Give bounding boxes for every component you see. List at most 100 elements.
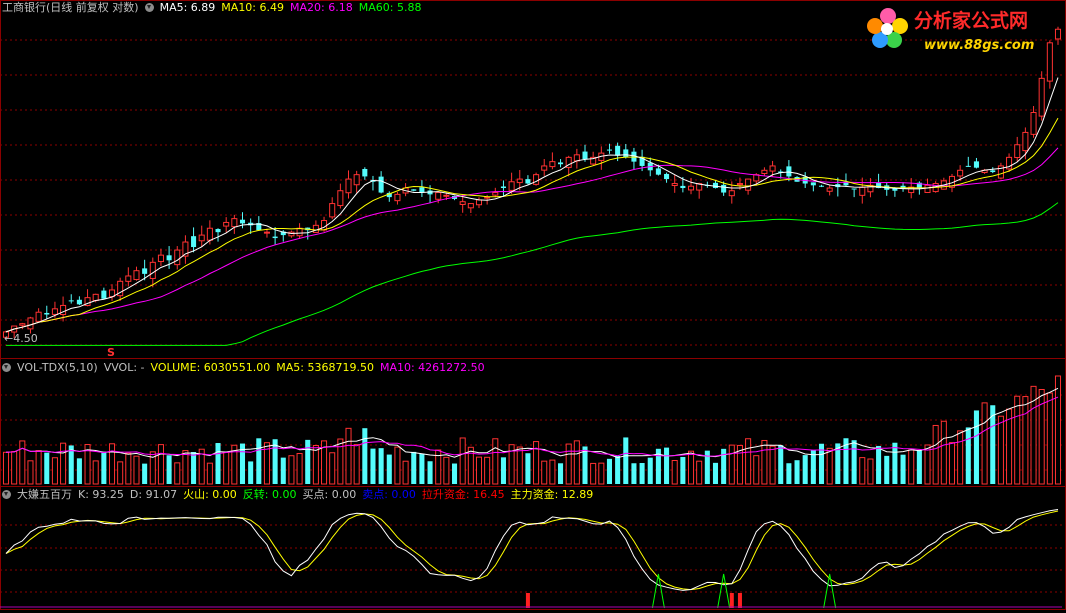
volume-bar-down xyxy=(712,462,719,484)
candle-up xyxy=(27,317,34,330)
legend-label: K: 93.25 xyxy=(78,488,124,501)
volume-bar-up xyxy=(997,415,1004,485)
chevron-down-icon[interactable] xyxy=(2,490,11,499)
candle-down xyxy=(851,188,857,190)
volume-bar-up xyxy=(125,452,132,485)
volume-bar-up xyxy=(859,457,866,485)
volume-bar-up xyxy=(11,451,18,485)
candle-up xyxy=(516,178,523,184)
candle-down xyxy=(712,182,719,189)
indicator-title[interactable]: 大嫌五百万 xyxy=(17,488,72,501)
volume-bar-up xyxy=(174,462,181,485)
candle-up xyxy=(671,183,678,186)
chevron-down-icon[interactable] xyxy=(2,363,11,372)
volume-bar-down xyxy=(900,454,906,484)
volume-bar-up xyxy=(231,444,238,485)
reversal-signal xyxy=(651,573,665,609)
legend-label: 火山: 0.00 xyxy=(183,488,237,501)
volume-bar-down xyxy=(835,443,841,484)
candle-down xyxy=(378,176,384,193)
volume-bar-down xyxy=(411,451,417,484)
volume-bar-up xyxy=(736,444,743,485)
volume-bar-down xyxy=(851,440,857,484)
volume-bar-down xyxy=(721,448,727,484)
candle-down xyxy=(990,170,996,173)
volume-bar-up xyxy=(728,444,735,485)
candle-up xyxy=(312,224,319,233)
volume-bar-down xyxy=(884,455,890,484)
candle-up xyxy=(125,275,132,282)
candle-up xyxy=(157,254,164,263)
volume-title[interactable]: VOL-TDX(5,10) xyxy=(17,361,98,374)
main-panel-header: 工商银行(日线 前复权 对数) MA5: 6.89 MA10: 6.49 MA20: … xyxy=(2,0,433,16)
volume-bar-up xyxy=(1054,375,1062,485)
volume-bar-down xyxy=(386,454,392,484)
volume-bar-up xyxy=(345,427,352,485)
legend-label: 反转: 0.00 xyxy=(242,488,297,501)
volume-bar-down xyxy=(166,455,172,484)
candle-up xyxy=(924,184,931,193)
volume-bar-up xyxy=(19,440,26,485)
candle-up xyxy=(296,227,303,237)
volume-bar-up xyxy=(296,452,303,485)
volume-bar-up xyxy=(92,460,99,485)
candle-up xyxy=(826,187,833,192)
candle-down xyxy=(655,168,661,175)
candle-up xyxy=(19,323,26,326)
logo-url: www.88gs.com xyxy=(924,38,1034,53)
volume-bar-up xyxy=(573,440,580,485)
candle-down xyxy=(623,149,629,158)
volume-bar-down xyxy=(615,455,621,484)
ma60-line xyxy=(6,202,1059,346)
volume-bar-up xyxy=(687,450,695,485)
volume-bar-up xyxy=(1014,395,1021,485)
volume-panel-header: VOL-TDX(5,10) VVOL: - VOLUME: 6030551.00 MA… xyxy=(2,360,497,376)
volume-bar-down xyxy=(639,463,645,484)
candle-up xyxy=(1038,77,1045,117)
volume-bar-up xyxy=(1038,389,1045,485)
volume-bar-down xyxy=(272,439,278,484)
volume-bar-up xyxy=(924,444,931,485)
candle-up xyxy=(60,304,67,316)
volume-bar-down xyxy=(973,410,979,484)
volume-bar-down xyxy=(558,463,564,484)
volume-bar-down xyxy=(606,458,613,484)
ma-legend: MA5: 6.89 MA10: 6.49 MA20: 6.18 MA60: 5.88 xyxy=(160,1,428,14)
candle-up xyxy=(51,308,58,315)
volume-bar-up xyxy=(288,455,295,485)
volume-bar-down xyxy=(794,460,800,484)
volume-bar-down xyxy=(451,463,458,484)
flower-icon xyxy=(867,8,908,48)
volume-bar-up xyxy=(206,462,213,485)
candle-up xyxy=(1030,111,1037,135)
volume-bar-up xyxy=(981,402,988,485)
legend-label: MA20: 6.18 xyxy=(290,1,353,14)
volume-bar-down xyxy=(990,405,996,484)
volume-bar-up xyxy=(1030,385,1037,485)
candle-up xyxy=(321,220,328,231)
candle-up xyxy=(859,186,866,196)
legend-label: MA10: 4261272.50 xyxy=(379,361,485,374)
candle-up xyxy=(1046,42,1053,82)
volume-bar-down xyxy=(802,455,808,484)
volume-bar-up xyxy=(84,444,91,485)
volume-bar-up xyxy=(157,444,164,485)
candle-down xyxy=(44,312,50,315)
volume-bar-up xyxy=(508,444,515,485)
chevron-down-icon[interactable] xyxy=(144,3,154,12)
candle-up xyxy=(508,181,515,191)
candle-down xyxy=(362,168,368,177)
candle-up xyxy=(206,227,213,241)
candle-down xyxy=(582,151,588,160)
candle-up xyxy=(728,190,735,197)
candle-up xyxy=(459,201,466,205)
volume-bar-up xyxy=(467,446,474,485)
candle-up xyxy=(117,280,124,297)
ma10-line xyxy=(5,117,1059,333)
volume-bar-up xyxy=(198,448,205,485)
candle-up xyxy=(198,234,205,242)
candle-down xyxy=(76,299,82,305)
stock-title[interactable]: 工商银行(日线 前复权 对数) xyxy=(2,1,139,14)
